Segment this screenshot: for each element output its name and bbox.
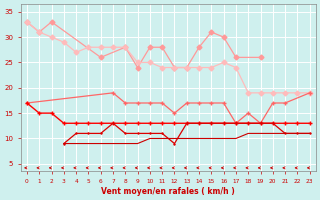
X-axis label: Vent moyen/en rafales ( km/h ): Vent moyen/en rafales ( km/h ) bbox=[101, 187, 235, 196]
